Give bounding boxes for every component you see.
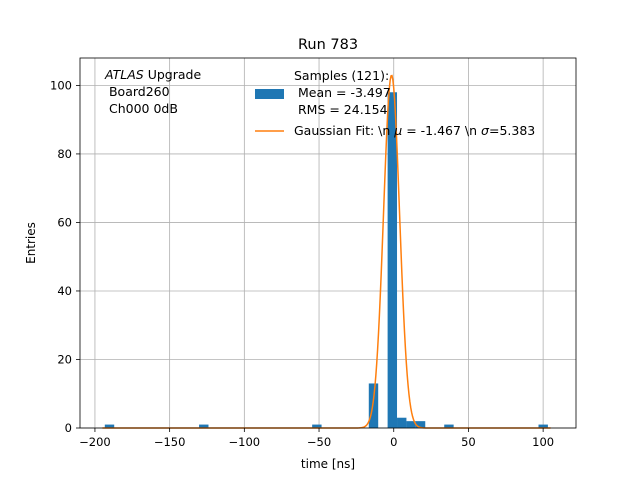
atlas-annotation: ATLAS Upgrade Board260 Ch000 0dB — [104, 67, 201, 116]
y-axis: 0 20 40 60 80 100 — [50, 78, 80, 435]
histogram-bar — [199, 424, 209, 428]
x-tick-label: 100 — [532, 435, 554, 449]
annotation-text: Upgrade — [144, 67, 202, 82]
x-tick-label: 0 — [390, 435, 397, 449]
x-tick-label: −200 — [79, 435, 111, 449]
x-axis-label: time [ns] — [301, 457, 355, 471]
y-tick-label: 80 — [57, 147, 72, 161]
legend-fit-part: =5.383 — [489, 123, 535, 138]
y-tick-label: 100 — [50, 78, 72, 92]
legend-hist-line: Mean = -3.497 — [294, 85, 391, 100]
x-tick-label: −100 — [229, 435, 261, 449]
legend-hist-line: Samples (121): — [294, 68, 389, 83]
legend-fit-part: Gaussian Fit: \n — [294, 123, 394, 138]
legend-fit-text: Gaussian Fit: \n μ = -1.467 \n σ=5.383 — [294, 123, 535, 138]
histogram-bar — [387, 92, 398, 428]
legend: Samples (121): Mean = -3.497 RMS = 24.15… — [255, 68, 535, 138]
legend-hist-swatch — [255, 89, 284, 99]
annotation-text: Board260 — [105, 84, 170, 99]
y-axis-label: Entries — [24, 222, 38, 264]
y-tick-label: 60 — [57, 215, 72, 229]
x-tick-label: −50 — [307, 435, 331, 449]
x-tick-label: 50 — [461, 435, 476, 449]
histogram-bar — [368, 383, 379, 428]
atlas-label: ATLAS — [104, 67, 144, 82]
histogram-bar — [415, 421, 426, 428]
legend-fit-part: = -1.467 \n — [402, 123, 481, 138]
legend-fit-part: σ — [481, 123, 490, 138]
annotation-line: Ch000 0dB — [105, 101, 178, 116]
plot-frame — [79, 57, 577, 429]
annotation-line: ATLAS Upgrade — [104, 67, 201, 82]
histogram-bar — [406, 421, 416, 428]
histogram-bars — [104, 92, 548, 428]
y-tick-label: 40 — [57, 284, 72, 298]
legend-fit-part: μ — [393, 123, 402, 138]
x-axis: −200 −150 −100 −50 0 50 100 — [79, 428, 554, 449]
annotation-line: Board260 — [105, 84, 170, 99]
legend-hist-line: RMS = 24.154 — [294, 102, 388, 117]
y-tick-label: 0 — [65, 421, 72, 435]
y-tick-label: 20 — [57, 352, 72, 366]
histogram-bar — [104, 424, 115, 428]
annotation-text: Ch000 0dB — [105, 101, 178, 116]
histogram-bar — [538, 424, 548, 428]
histogram-bar — [444, 424, 454, 428]
legend-hist-text: Samples (121): Mean = -3.497 RMS = 24.15… — [294, 68, 391, 117]
histogram-bar — [312, 424, 322, 428]
x-tick-label: −150 — [154, 435, 186, 449]
chart-title: Run 783 — [298, 37, 358, 53]
histogram-bar — [397, 417, 407, 428]
